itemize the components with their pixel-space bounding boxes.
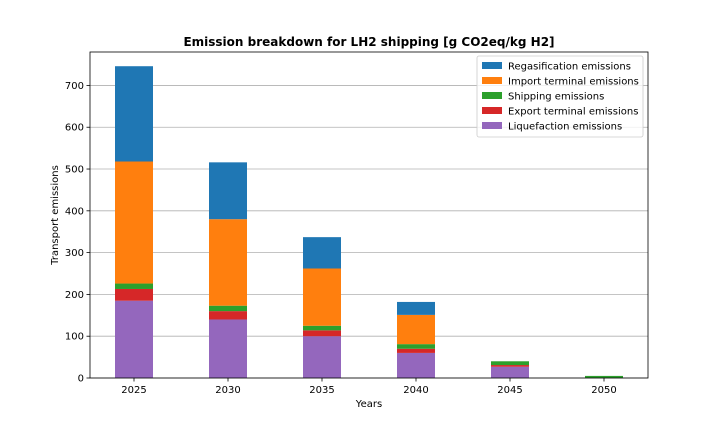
bar-segment	[303, 330, 341, 337]
bar-segment	[397, 348, 435, 353]
bar-segment	[115, 283, 153, 289]
bar-segment	[303, 336, 341, 378]
x-tick-label: 2030	[215, 385, 240, 396]
legend-entry: Import terminal emissions	[508, 77, 639, 88]
legend-box	[476, 55, 644, 138]
legend-swatch	[482, 77, 502, 84]
bar-segment	[303, 268, 341, 326]
axis-ticks: 0 100 200 300 400 500 600 700 2025 2030 2035 2040 20…	[65, 81, 617, 396]
legend-entry: Regasification emissions	[508, 62, 631, 73]
y-axis-label: Transport emissions	[50, 165, 61, 266]
plot-frame	[89, 51, 649, 379]
bar-segment	[115, 161, 153, 284]
bar-segment	[491, 365, 529, 367]
bar-segment	[397, 314, 435, 345]
bar-segment	[115, 288, 153, 301]
bar-segment	[397, 352, 435, 378]
x-tick-label: 2050	[591, 385, 616, 396]
x-tick-label: 2025	[121, 385, 146, 396]
grid-lines	[90, 85, 648, 379]
legend-entry: Shipping emissions	[508, 92, 604, 103]
bar-segment	[397, 344, 435, 349]
y-tick-label: 600	[65, 123, 84, 134]
bar-segment	[491, 361, 529, 366]
legend-swatch	[482, 122, 502, 129]
bar-segment	[115, 300, 153, 378]
y-tick-label: 100	[65, 332, 84, 343]
x-axis-label: Years	[355, 399, 382, 410]
x-tick-label: 2035	[309, 385, 334, 396]
bar-segment	[115, 66, 153, 162]
y-tick-label: 500	[65, 165, 84, 176]
legend-entry: Export terminal emissions	[508, 107, 638, 118]
legend-swatch	[482, 107, 502, 114]
bar-segment	[491, 366, 529, 378]
chart-title: Emission breakdown for LH2 shipping [g C…	[183, 35, 554, 49]
y-tick-label: 0	[78, 374, 84, 385]
legend: Regasification emissions Import terminal …	[476, 55, 644, 138]
x-tick-label: 2045	[497, 385, 522, 396]
legend-swatch	[482, 92, 502, 99]
bar-segment	[303, 325, 341, 331]
y-tick-label: 400	[65, 206, 84, 217]
bar-segment	[303, 237, 341, 269]
bar-segment	[585, 375, 623, 378]
y-tick-label: 300	[65, 248, 84, 259]
bar-segment	[209, 319, 247, 378]
bar-segment	[209, 219, 247, 306]
bars	[115, 66, 623, 378]
bar-segment	[209, 162, 247, 220]
bar-segment	[397, 301, 435, 315]
y-tick-label: 700	[65, 81, 84, 92]
legend-swatch	[482, 62, 502, 69]
bar-segment	[209, 305, 247, 312]
bar-segment	[209, 311, 247, 320]
legend-entry: Liquefaction emissions	[508, 122, 622, 133]
y-tick-label: 200	[65, 290, 84, 301]
x-tick-label: 2040	[403, 385, 428, 396]
